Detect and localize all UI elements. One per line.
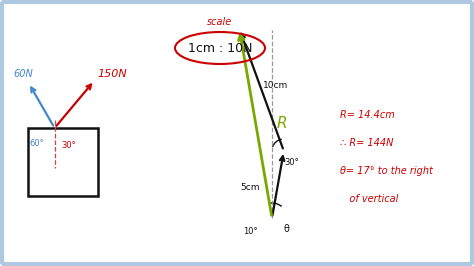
Text: scale: scale: [207, 17, 233, 27]
Text: 60N: 60N: [14, 69, 34, 79]
Text: R= 14.4cm: R= 14.4cm: [340, 110, 395, 120]
FancyBboxPatch shape: [2, 2, 472, 264]
Text: 60°: 60°: [29, 139, 44, 148]
Text: ∴ R= 144N: ∴ R= 144N: [340, 138, 393, 148]
Text: of vertical: of vertical: [340, 194, 398, 204]
Text: θ: θ: [283, 224, 289, 234]
Text: R: R: [276, 117, 287, 131]
Bar: [28, 128, 98, 196]
Text: θ= 17° to the right: θ= 17° to the right: [340, 166, 433, 176]
Text: 30°: 30°: [284, 158, 299, 167]
Text: 30°: 30°: [61, 141, 76, 150]
Text: 150N: 150N: [98, 69, 128, 78]
Text: 5cm: 5cm: [240, 182, 260, 192]
Text: 1cm : 10N: 1cm : 10N: [188, 41, 252, 55]
Text: 10°: 10°: [243, 227, 257, 236]
Text: 10cm: 10cm: [263, 81, 288, 90]
